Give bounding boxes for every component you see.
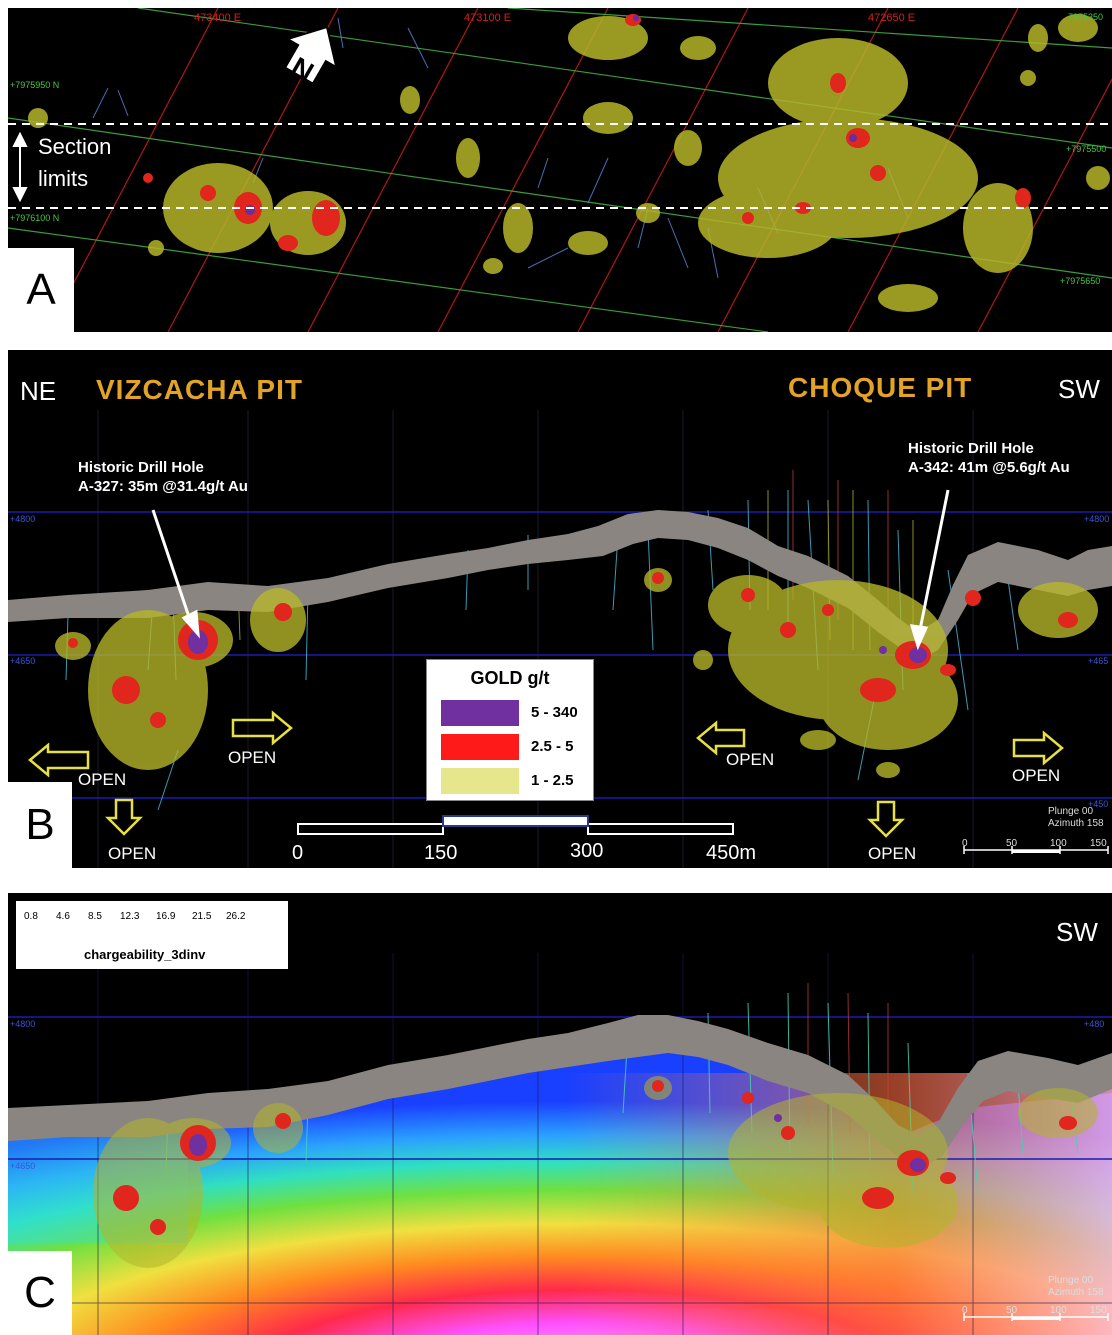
panel-letter-b: B — [8, 782, 72, 868]
northing-label-1: +7975950 N — [10, 80, 60, 90]
scale-label-0: 0 — [292, 842, 304, 864]
easting-label-1: 473400 E — [194, 12, 242, 24]
legend-swatch-low — [441, 768, 519, 794]
panel-a-graphic — [8, 8, 1112, 332]
legend-label-low: 1 - 2.5 — [531, 772, 574, 789]
small-scale-100-c: 100 — [1050, 1305, 1067, 1316]
legend-label-high: 5 - 340 — [531, 704, 578, 721]
northing-label-2: +7976100 N — [10, 213, 60, 223]
colorbar-tick-4: 16.9 — [156, 911, 176, 922]
direction-sw-label: SW — [1058, 374, 1100, 404]
elevation-480-right-c: +480 — [1084, 1019, 1105, 1029]
elevation-4800-left-c: +4800 — [10, 1019, 36, 1029]
elevation-4650-left-c: +4650 — [10, 1161, 36, 1171]
view-orientation: Plunge 00 Azimuth 158 — [1048, 806, 1104, 829]
direction-sw-label-c: SW — [1056, 917, 1098, 947]
legend-swatch-mid — [441, 734, 519, 760]
elevation-4650-left: +4650 — [10, 656, 36, 666]
small-scale-150: 150 — [1090, 838, 1107, 849]
section-limits-label-line2: limits — [38, 166, 89, 191]
vizcacha-pit-label: VIZCACHA PIT — [96, 374, 303, 405]
colorbar-tick-6: 26.2 — [226, 911, 246, 922]
elevation-450-right: +450 — [1088, 799, 1109, 809]
small-scale-50: 50 — [1006, 838, 1018, 849]
direction-ne-label: NE — [20, 376, 57, 406]
panel-c-chargeability-section: 0.8 4.6 8.5 12.3 16.9 21.5 26.2 chargeab… — [8, 893, 1112, 1335]
colorbar-tick-1: 4.6 — [56, 911, 70, 922]
elevation-465-right: +465 — [1088, 656, 1109, 666]
panel-letter-c: C — [8, 1251, 72, 1335]
legend-title: GOLD g/t — [470, 668, 550, 688]
open-label-left: OPEN — [78, 770, 127, 789]
colorbar-tick-0: 0.8 — [24, 911, 38, 922]
easting-label-2: 473100 E — [464, 12, 512, 24]
open-label-mid-right: OPEN — [726, 750, 775, 769]
scale-label-150: 150 — [424, 842, 458, 864]
northing-label-4: +7975650 — [1060, 276, 1101, 286]
open-label-bottom-right: OPEN — [868, 844, 917, 863]
gold-grade-legend: GOLD g/t 5 - 340 2.5 - 5 1 - 2.5 — [426, 659, 594, 801]
panel-letter-a: A — [8, 248, 74, 332]
panel-a-plan-view: 473400 E 473100 E 472650 E 7975350 +7975… — [8, 8, 1112, 332]
choque-pit-label: CHOQUE PIT — [788, 372, 973, 403]
easting-label-3: 472650 E — [868, 12, 916, 24]
northing-label-top-right: 7975350 — [1068, 12, 1104, 22]
scale-label-450m: 450m — [706, 842, 757, 864]
northing-label-3: +7975500 — [1066, 144, 1107, 154]
open-label-bottom-left: OPEN — [108, 844, 157, 863]
panel-c-graphic — [8, 922, 1112, 1335]
legend-swatch-high — [441, 700, 519, 726]
historic-drill-hole-a327: Historic Drill Hole A-327: 35m @31.4g/t … — [78, 459, 248, 495]
small-scale-50-c: 50 — [1006, 1305, 1018, 1316]
panel-b-gold-section: NE SW VIZCACHA PIT CHOQUE PIT Historic D… — [8, 350, 1112, 868]
colorbar-tick-3: 12.3 — [120, 911, 140, 922]
scale-label-300: 300 — [570, 840, 604, 862]
chargeability-legend: 0.8 4.6 8.5 12.3 16.9 21.5 26.2 chargeab… — [16, 901, 288, 969]
legend-label-mid: 2.5 - 5 — [531, 738, 574, 755]
panel-b-graphic — [8, 410, 1112, 868]
small-scale-100: 100 — [1050, 838, 1067, 849]
section-limits-label-line1: Section — [38, 134, 112, 159]
colorbar-label: chargeability_3dinv — [84, 947, 206, 962]
view-orientation-c: Plunge 00 Azimuth 158 — [1048, 1275, 1104, 1298]
open-label-mid-left: OPEN — [228, 748, 277, 767]
small-scale-0: 0 — [962, 838, 968, 849]
elevation-4800-right: +4800 — [1084, 514, 1110, 524]
historic-drill-hole-a342: Historic Drill Hole A-342: 41m @5.6g/t A… — [908, 440, 1070, 476]
small-scale-0-c: 0 — [962, 1305, 968, 1316]
small-scale-150-c: 150 — [1090, 1305, 1107, 1316]
elevation-4800-left: +4800 — [10, 514, 36, 524]
open-label-right: OPEN — [1012, 766, 1061, 785]
colorbar-tick-5: 21.5 — [192, 911, 212, 922]
colorbar-tick-2: 8.5 — [88, 911, 102, 922]
